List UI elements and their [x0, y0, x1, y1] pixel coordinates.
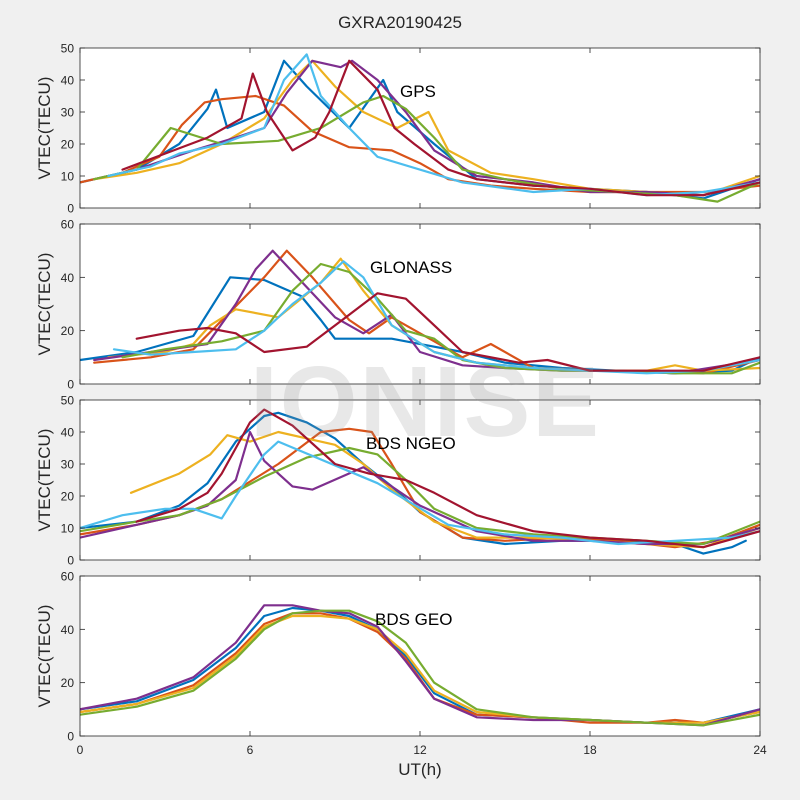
y-tick-label: 60: [61, 218, 75, 232]
y-axis-label: VTEC(TECU): [35, 429, 54, 532]
y-tick-label: 0: [67, 730, 74, 744]
panel-label: GLONASS: [370, 258, 452, 277]
series-group: [80, 408, 760, 555]
panel-label: BDS GEO: [375, 610, 452, 629]
plot-area: [80, 576, 760, 736]
series-group: [80, 53, 760, 203]
panel-3: 0 20 40 60 VTEC(TECU) BDS GEO: [35, 570, 761, 744]
y-axis-label: VTEC(TECU): [35, 77, 54, 180]
x-tick-label: 0: [77, 743, 84, 757]
y-tick-label: 10: [61, 522, 75, 536]
y-tick-label: 40: [61, 74, 75, 88]
series-line-6: [121, 59, 760, 197]
series-line-4: [80, 609, 760, 727]
y-tick-label: 20: [61, 490, 75, 504]
panel-label: GPS: [400, 82, 436, 101]
panel-2: 0 10 20 30 40 50 VTEC(TECU) BDS NGEO: [35, 394, 761, 568]
y-tick-label: 10: [61, 170, 75, 184]
panel-0: 0 10 20 30 40 50 VTEC(TECU) GPS: [35, 42, 761, 216]
y-tick-label: 50: [61, 394, 75, 408]
y-tick-label: 20: [61, 676, 75, 690]
y-tick-label: 60: [61, 570, 75, 584]
y-axis-label: VTEC(TECU): [35, 253, 54, 356]
series-line-6: [135, 292, 760, 372]
y-tick-label: 30: [61, 106, 75, 120]
x-tick-label: 6: [247, 743, 254, 757]
panel-1: 0 20 40 60 VTEC(TECU) GLONASS: [35, 218, 761, 392]
y-tick-label: 0: [67, 554, 74, 568]
y-tick-label: 50: [61, 42, 75, 56]
plot-area: [80, 48, 760, 208]
y-tick-label: 0: [67, 378, 74, 392]
plot-area: [80, 400, 760, 560]
y-tick-label: 40: [61, 623, 75, 637]
plot-area: [80, 224, 760, 384]
y-tick-label: 20: [61, 324, 75, 338]
panel-label: BDS NGEO: [366, 434, 456, 453]
chart-title: GXRA20190425: [338, 13, 462, 32]
y-tick-label: 40: [61, 271, 75, 285]
x-tick-label: 24: [753, 743, 767, 757]
series-group: [80, 249, 760, 375]
x-tick-label: 12: [413, 743, 427, 757]
series-line-6: [135, 408, 760, 549]
y-tick-label: 40: [61, 426, 75, 440]
y-tick-label: 20: [61, 138, 75, 152]
x-axis-label: UT(h): [398, 760, 442, 779]
x-tick-label: 18: [583, 743, 597, 757]
y-tick-label: 30: [61, 458, 75, 472]
y-tick-label: 0: [67, 202, 74, 216]
series-group: [80, 604, 760, 727]
y-axis-label: VTEC(TECU): [35, 605, 54, 708]
